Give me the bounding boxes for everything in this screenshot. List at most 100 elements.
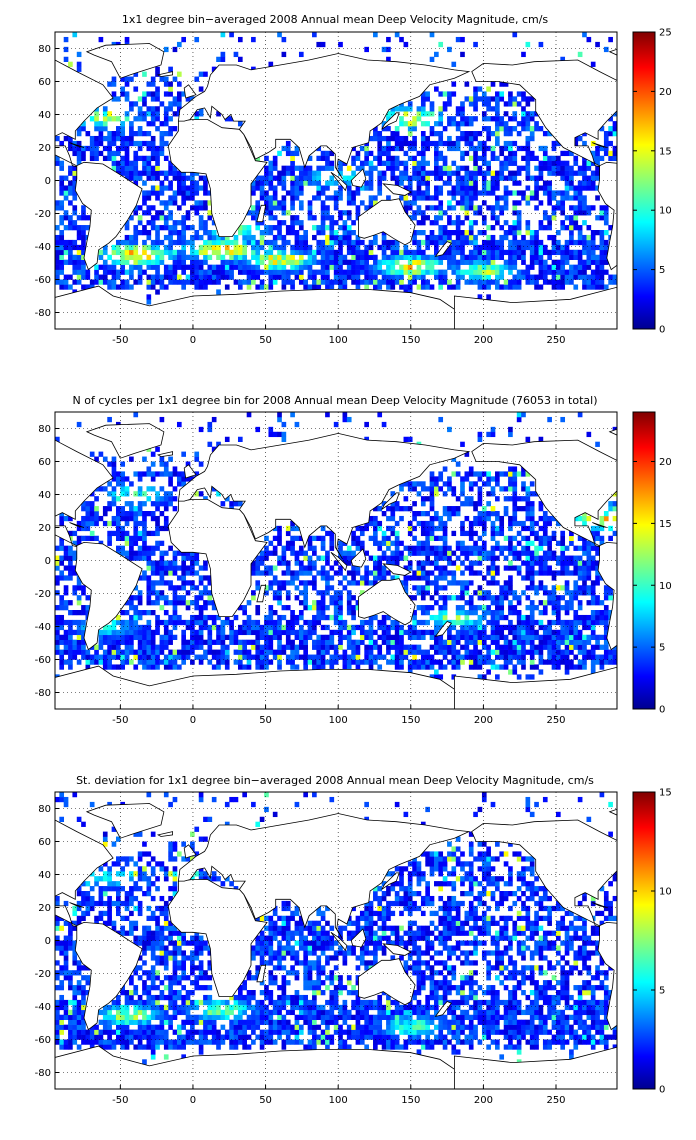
data-cell [102, 634, 108, 640]
data-cell [142, 249, 147, 256]
data-cell [320, 565, 326, 571]
data-cell [468, 279, 474, 285]
data-cell [556, 279, 561, 285]
data-cell [499, 610, 505, 616]
data-cell [325, 649, 330, 655]
data-cell [438, 649, 444, 655]
data-cell [111, 249, 117, 256]
data-cell [407, 126, 413, 132]
data-cell [495, 274, 500, 280]
data-cell [155, 649, 160, 655]
data-cell [190, 195, 195, 201]
data-cell [468, 140, 474, 147]
data-cell [68, 555, 73, 561]
data-cell [516, 284, 522, 290]
data-cell [538, 225, 544, 231]
data-cell [455, 190, 461, 196]
data-cell [185, 195, 191, 201]
data-cell [525, 515, 531, 522]
data-cell [81, 624, 86, 631]
data-cell [277, 32, 282, 38]
data-cell [59, 165, 65, 171]
data-cell [525, 135, 531, 142]
data-cell [603, 215, 609, 221]
data-cell [508, 575, 513, 581]
data-cell [516, 550, 522, 556]
data-cell [525, 525, 531, 532]
data-cell [155, 659, 160, 665]
data-cell [473, 659, 478, 665]
data-cell [325, 205, 330, 211]
data-cell [373, 506, 378, 512]
data-cell [468, 230, 474, 236]
data-cell [451, 249, 457, 256]
data-cell [150, 274, 156, 280]
data-cell [224, 264, 230, 270]
data-cell [486, 86, 491, 92]
data-cell [163, 595, 169, 601]
data-cell [420, 649, 426, 655]
data-cell [168, 639, 173, 645]
data-cell [72, 195, 78, 201]
data-cell [490, 659, 496, 665]
data-cell [111, 76, 117, 82]
data-cell [412, 525, 417, 532]
data-cell [468, 501, 474, 507]
data-cell [155, 234, 160, 241]
data-cell [137, 140, 143, 147]
data-cell [229, 254, 234, 260]
data-cell [329, 220, 335, 226]
data-cell [447, 560, 452, 566]
data-cell [603, 145, 609, 152]
data-cell [355, 540, 361, 546]
data-cell [338, 644, 343, 650]
data-cell [190, 170, 195, 176]
data-cell [521, 96, 526, 102]
data-cell [394, 555, 400, 561]
data-cell [386, 614, 391, 621]
data-cell [155, 600, 160, 606]
data-cell [468, 175, 474, 181]
data-cell [460, 185, 465, 191]
data-cell [403, 205, 409, 211]
data-cell [451, 185, 457, 191]
data-cell [473, 170, 478, 176]
data-cell [368, 175, 374, 181]
data-cell [190, 555, 195, 561]
data-cell [277, 644, 282, 650]
data-cell [420, 210, 426, 216]
data-cell [277, 412, 282, 418]
data-cell [477, 659, 483, 665]
data-cell [512, 550, 518, 556]
data-cell [120, 131, 126, 137]
data-cell [333, 610, 339, 616]
data-cell [351, 535, 356, 541]
data-cell [155, 580, 160, 586]
data-cell [586, 284, 592, 290]
data-cell [560, 170, 566, 176]
data-cell [155, 249, 160, 256]
data-cell [521, 634, 526, 640]
data-cell [255, 259, 261, 265]
data-cell [434, 525, 439, 532]
data-cell [198, 225, 204, 231]
data-cell [85, 511, 91, 517]
data-cell [146, 299, 152, 305]
data-cell [68, 515, 73, 522]
data-cell [129, 659, 134, 665]
data-cell [508, 244, 513, 251]
data-cell [320, 220, 326, 226]
data-cell [237, 121, 243, 127]
data-cell [307, 200, 313, 206]
data-cell [394, 135, 400, 142]
x-tick-label: 150 [401, 335, 420, 346]
data-cell [190, 585, 195, 591]
data-cell [525, 535, 531, 541]
data-cell [582, 175, 587, 181]
data-cell [516, 91, 522, 97]
data-cell [525, 619, 531, 626]
data-cell [508, 659, 513, 665]
data-cell [499, 550, 505, 556]
x-tick-label: -50 [112, 335, 128, 346]
data-cell [272, 629, 278, 636]
